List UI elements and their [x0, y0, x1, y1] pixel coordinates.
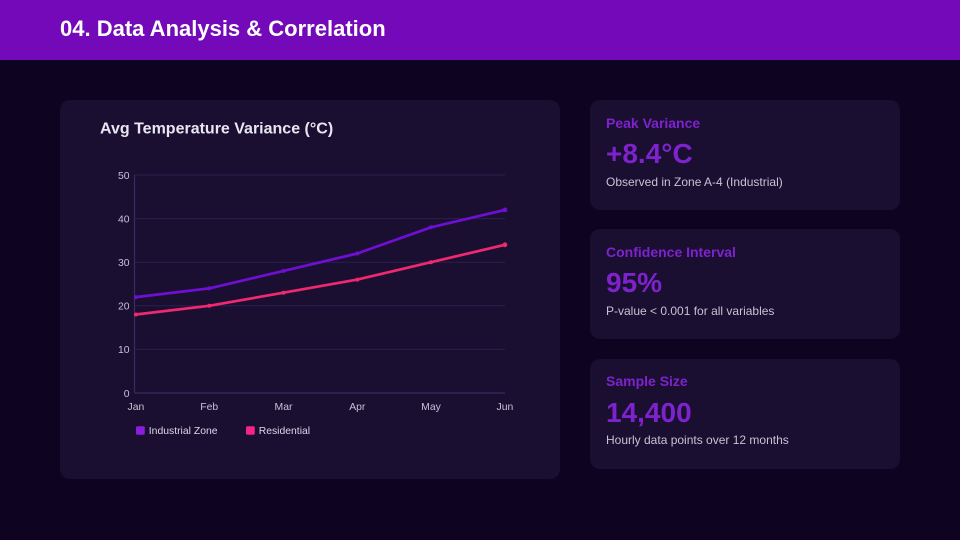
svg-text:30: 30 — [118, 258, 130, 269]
svg-text:Jan: Jan — [128, 402, 145, 413]
svg-text:Industrial Zone: Industrial Zone — [149, 426, 218, 437]
svg-text:Residential: Residential — [259, 426, 310, 437]
svg-text:Mar: Mar — [275, 402, 293, 413]
svg-text:10: 10 — [118, 345, 130, 356]
svg-text:50: 50 — [118, 171, 130, 182]
svg-text:0: 0 — [124, 389, 130, 400]
svg-text:Apr: Apr — [349, 402, 366, 413]
svg-text:Avg Temperature Variance (°C): Avg Temperature Variance (°C) — [100, 121, 333, 138]
svg-text:Feb: Feb — [200, 402, 218, 413]
svg-text:40: 40 — [118, 214, 130, 225]
svg-text:20: 20 — [118, 302, 130, 313]
svg-text:Jun: Jun — [497, 402, 514, 413]
svg-text:May: May — [421, 402, 441, 413]
